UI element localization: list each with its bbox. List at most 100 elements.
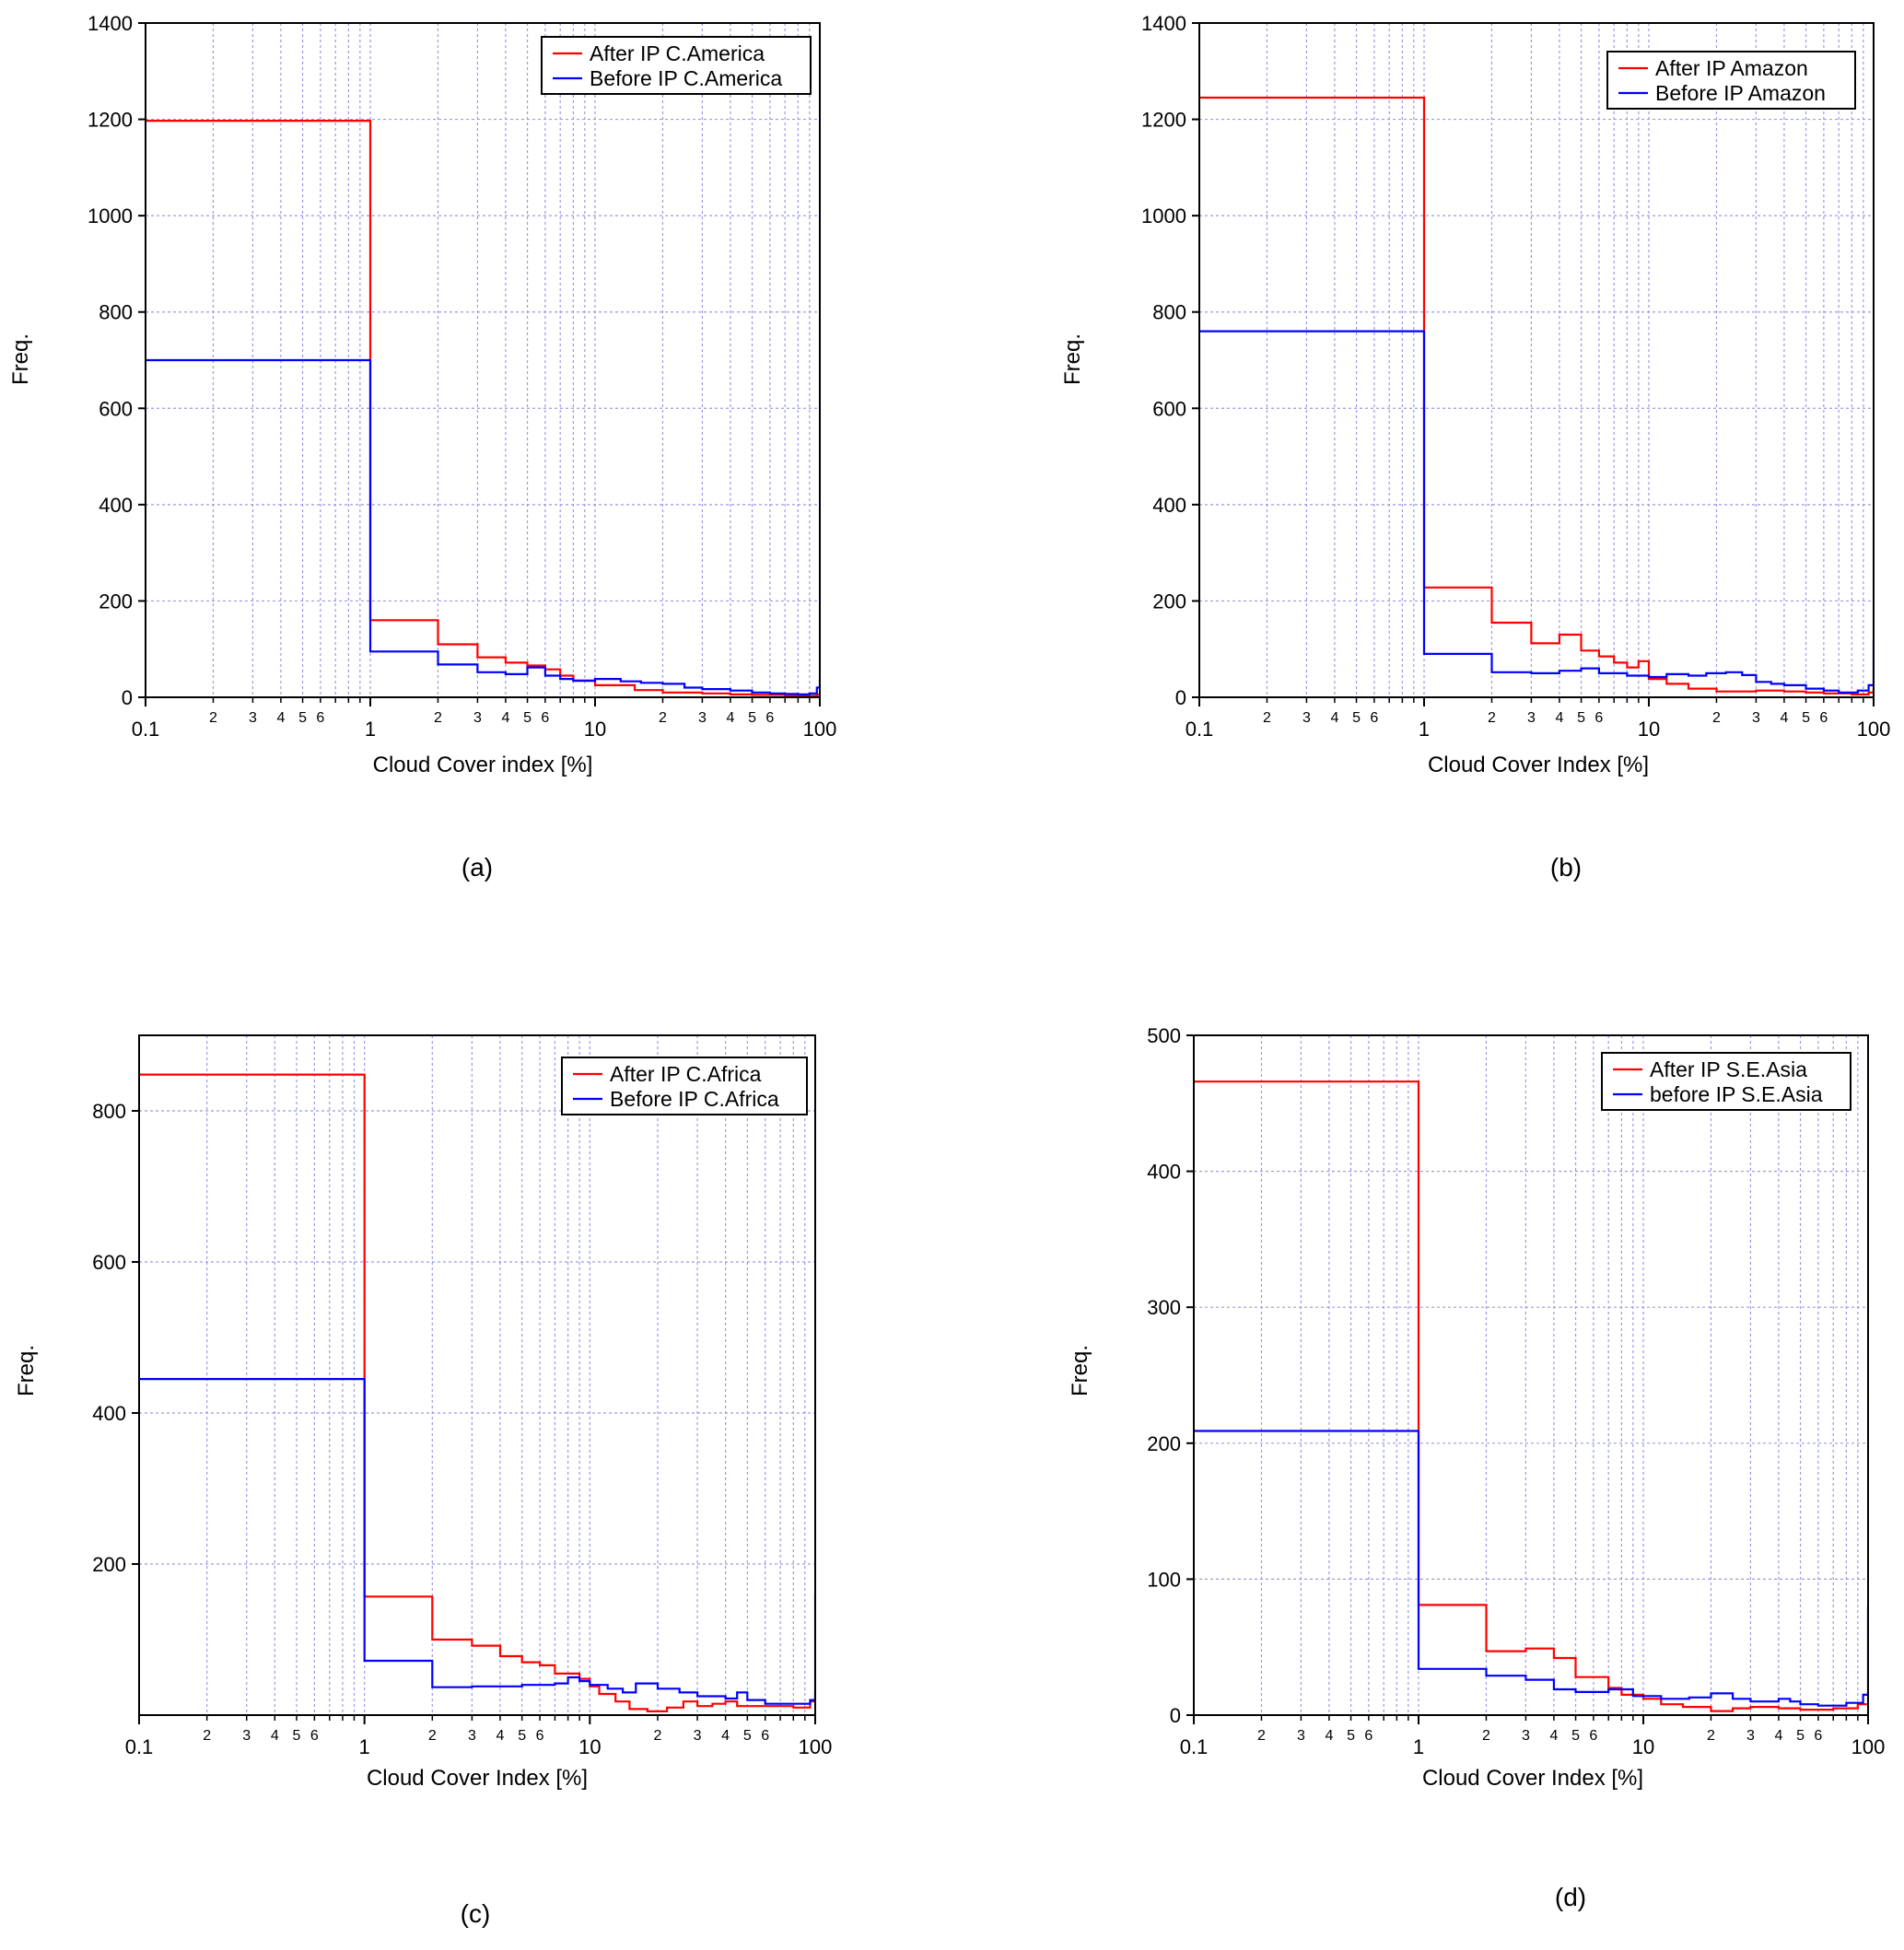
x-minor-tick-label: 2: [654, 1728, 662, 1744]
x-minor-tick-label: 5: [1347, 1728, 1355, 1744]
legend-box: [1606, 51, 1856, 110]
panel-caption: (a): [461, 853, 493, 882]
y-tick-label: 800: [99, 301, 133, 324]
x-minor-tick-label: 3: [468, 1728, 476, 1744]
y-tick-label: 500: [1147, 1024, 1181, 1047]
x-tick-label: 1: [359, 1735, 370, 1758]
x-minor-tick-label: 3: [242, 1728, 251, 1744]
plot-frame: [145, 22, 821, 698]
panel-caption: (d): [1555, 1883, 1586, 1911]
x-minor-tick-label: 3: [1297, 1728, 1305, 1744]
x-axis-title: Cloud Cover Index [%]: [367, 1766, 588, 1791]
y-tick-label: 800: [1152, 301, 1186, 324]
series-line-1: [1199, 330, 1874, 694]
legend-box: [541, 36, 812, 95]
x-tick-label: 100: [1851, 1735, 1886, 1758]
y-axis-title: Freq.: [14, 1345, 39, 1396]
panel-caption: (c): [461, 1899, 491, 1928]
x-tick-label: 100: [1857, 718, 1891, 741]
legend-entry: After IP C.America: [590, 41, 765, 65]
y-tick-label: 400: [92, 1402, 126, 1425]
x-minor-tick-label: 3: [1746, 1728, 1755, 1744]
series-line-1: [139, 1378, 815, 1705]
x-minor-tick-label: 5: [1802, 710, 1810, 726]
x-minor-tick-label: 4: [501, 710, 509, 726]
x-minor-tick-label: 3: [694, 1728, 702, 1744]
legend-entry: After IP S.E.Asia: [1650, 1057, 1807, 1081]
plot-frame: [1193, 1034, 1869, 1716]
x-minor-tick-label: 5: [518, 1728, 526, 1744]
x-minor-tick-label: 4: [1780, 710, 1788, 726]
y-tick-label: 1400: [1141, 12, 1186, 35]
x-minor-tick-label: 6: [1589, 1728, 1597, 1744]
x-tick-label: 10: [584, 718, 606, 741]
x-minor-tick-label: 5: [1352, 710, 1361, 726]
panel-caption: (b): [1550, 853, 1582, 882]
y-tick-label: 600: [1152, 397, 1186, 420]
x-tick-label: 100: [803, 718, 837, 741]
x-minor-tick-label: 2: [1482, 1728, 1490, 1744]
grid-lines: [139, 1035, 815, 1715]
x-axis-title: Cloud Cover Index [%]: [1422, 1766, 1643, 1791]
x-minor-tick-label: 2: [1257, 1728, 1266, 1744]
x-minor-tick-label: 4: [1325, 1728, 1333, 1744]
x-tick-label: 100: [799, 1735, 833, 1758]
y-tick-label: 400: [99, 494, 133, 517]
x-minor-tick-label: 2: [1707, 1728, 1715, 1744]
y-tick-label: 1200: [88, 109, 133, 132]
y-tick-label: 400: [1147, 1161, 1181, 1184]
x-minor-tick-label: 4: [721, 1728, 730, 1744]
x-tick-label: 0.1: [1186, 718, 1214, 741]
x-minor-tick-label: 4: [726, 710, 734, 726]
x-minor-tick-label: 2: [428, 1728, 437, 1744]
x-minor-tick-label: 5: [293, 1728, 301, 1744]
y-tick-label: 600: [92, 1251, 126, 1274]
x-minor-tick-label: 3: [1752, 710, 1760, 726]
series-line-1: [146, 358, 820, 695]
x-minor-tick-label: 6: [310, 1728, 319, 1744]
x-minor-tick-label: 3: [249, 710, 257, 726]
x-minor-tick-label: 4: [1330, 710, 1338, 726]
y-tick-label: 200: [99, 590, 133, 613]
x-minor-tick-label: 4: [276, 710, 285, 726]
x-minor-tick-label: 6: [1370, 710, 1378, 726]
x-minor-tick-label: 2: [659, 710, 667, 726]
plot-frame: [138, 1034, 816, 1716]
x-minor-tick-label: 6: [316, 710, 324, 726]
y-tick-label: 300: [1147, 1296, 1181, 1319]
x-minor-tick-label: 6: [761, 1728, 769, 1744]
x-minor-tick-label: 4: [271, 1728, 279, 1744]
x-minor-tick-label: 6: [541, 710, 549, 726]
y-tick-label: 100: [1147, 1568, 1181, 1591]
x-tick-label: 10: [578, 1735, 601, 1758]
x-minor-tick-label: 5: [298, 710, 307, 726]
x-minor-tick-label: 2: [209, 710, 217, 726]
y-tick-label: 0: [1175, 686, 1186, 709]
series-line-0: [1199, 96, 1874, 695]
grid-lines: [1199, 23, 1874, 697]
series-line-0: [139, 1073, 815, 1712]
x-minor-tick-label: 6: [1819, 710, 1828, 726]
legend-box: [561, 1057, 808, 1115]
x-minor-tick-label: 2: [203, 1728, 211, 1744]
y-tick-label: 800: [92, 1100, 126, 1123]
x-minor-tick-label: 2: [434, 710, 442, 726]
x-minor-tick-label: 3: [1302, 710, 1311, 726]
x-tick-label: 0.1: [1180, 1735, 1209, 1758]
legend-entry: Before IP C.America: [590, 66, 782, 90]
y-tick-label: 600: [99, 397, 133, 420]
x-minor-tick-label: 6: [536, 1728, 544, 1744]
y-tick-label: 0: [122, 686, 133, 709]
y-tick-label: 1000: [1141, 204, 1186, 228]
y-tick-label: 0: [1170, 1704, 1181, 1727]
legend-entry: After IP C.Africa: [610, 1062, 762, 1086]
x-minor-tick-label: 6: [1814, 1728, 1822, 1744]
x-minor-tick-label: 6: [765, 710, 774, 726]
series-line-1: [1194, 1430, 1868, 1707]
